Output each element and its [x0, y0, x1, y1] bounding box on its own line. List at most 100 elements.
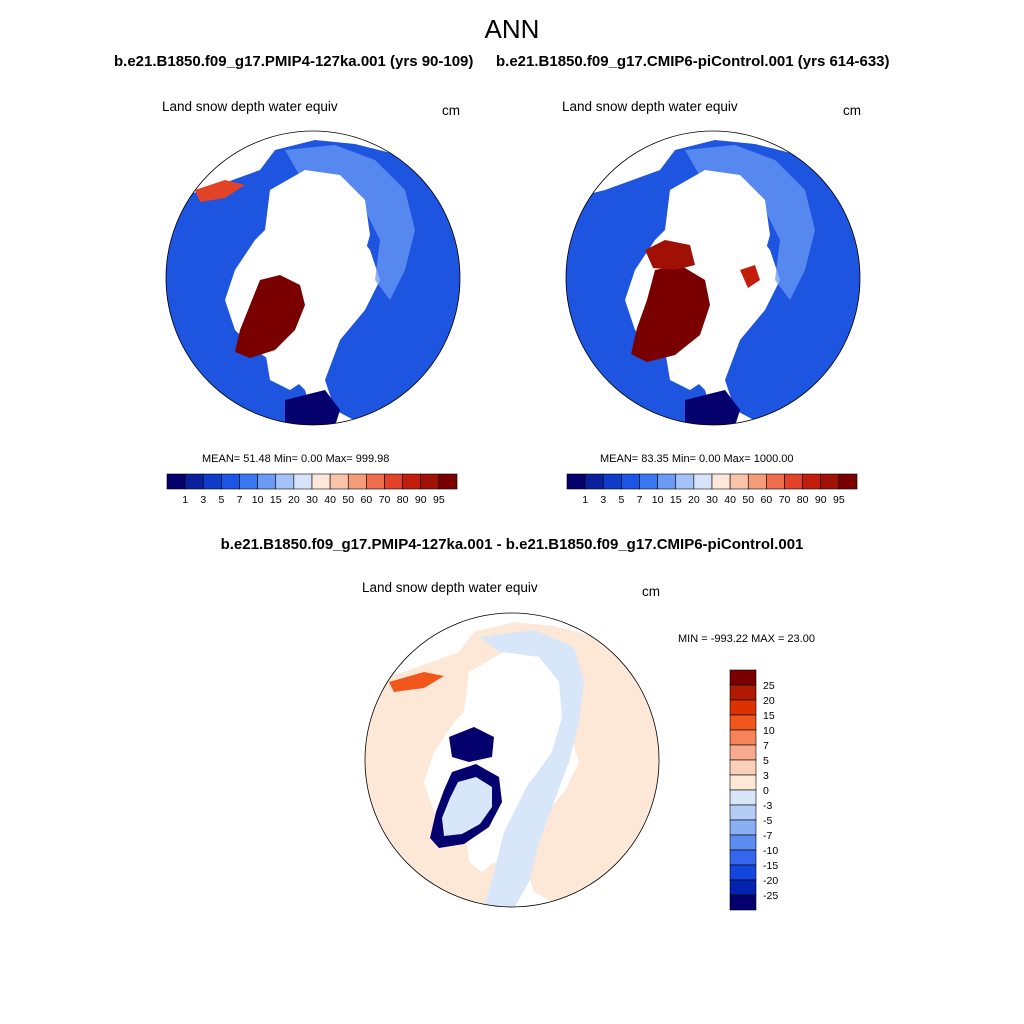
colorbar-tick-label: 3: [600, 494, 606, 506]
panel-1-central-white: [265, 170, 370, 390]
panel-1-siberia-edge-red: [195, 180, 245, 202]
colorbar-tick-label: 60: [761, 494, 773, 506]
colorbar-box: [293, 473, 313, 490]
colorbar-box: [257, 473, 277, 490]
colorbar-box: [384, 473, 403, 490]
colorbar-tick-label: 40: [324, 494, 336, 506]
colorbar-box: [202, 473, 222, 490]
colorbar-tick-label: 7: [237, 494, 243, 506]
panel-2-polar-map: [565, 130, 861, 426]
colorbar-box: [729, 849, 757, 866]
colorbar-tick-label: 0: [763, 785, 769, 797]
panel-2-map-border: [565, 130, 861, 426]
colorbar-box: [802, 473, 822, 490]
panel-1-polar-map: [165, 130, 461, 426]
colorbar-tick-label: -3: [763, 800, 772, 812]
colorbar-box: [584, 473, 604, 490]
colorbar-box: [693, 473, 713, 490]
colorbar-tick-label: 3: [200, 494, 206, 506]
colorbar-box: [639, 473, 658, 490]
colorbar-box: [729, 894, 757, 911]
colorbar-tick-label: 10: [652, 494, 664, 506]
difference-arctic-negative: [449, 727, 494, 762]
colorbar-tick-label: 10: [252, 494, 264, 506]
panel-2-variable-label: Land snow depth water equiv: [562, 99, 738, 114]
colorbar-tick-label: 80: [797, 494, 809, 506]
colorbar-tick-label: -25: [763, 890, 778, 902]
panel-1-variable-label: Land snow depth water equiv: [162, 99, 338, 114]
colorbar-tick-label: -7: [763, 830, 772, 842]
difference-stats: MIN = -993.22 MAX = 23.00: [678, 633, 815, 645]
colorbar-box: [729, 819, 757, 836]
panel-2-arctic-islands-ice: [645, 240, 695, 270]
difference-colorbar: 25 20 15 10 7 5 3 0 -3 -5 -7 -10 -15 -20 -25: [729, 669, 778, 911]
panel-1-map-border: [165, 130, 461, 426]
colorbar-box: [657, 473, 677, 490]
colorbar-tick-label: -15: [763, 860, 778, 872]
colorbar-box: [366, 473, 385, 490]
colorbar-tick-label: 95: [433, 494, 445, 506]
colorbar-box: [184, 473, 204, 490]
colorbar-tick-label: 80: [397, 494, 409, 506]
colorbar-box: [675, 473, 695, 490]
colorbar-tick-label: 7: [763, 740, 769, 752]
panel-2-stats: MEAN= 83.35 Min= 0.00 Max= 1000.00: [600, 453, 794, 465]
panel-1-bottom-deep: [285, 390, 340, 425]
colorbar-box: [766, 473, 785, 490]
colorbar-tick-label: 15: [763, 710, 775, 722]
colorbar-box: [784, 473, 803, 490]
colorbar-box: [747, 473, 767, 490]
colorbar-box: [621, 473, 640, 490]
colorbar-box: [166, 473, 186, 490]
colorbar-tick-label: 15: [270, 494, 282, 506]
colorbar-tick-label: 95: [833, 494, 845, 506]
panel-2-units-label: cm: [843, 103, 861, 118]
difference-greenland-inner: [442, 777, 492, 836]
colorbar-tick-label: 7: [637, 494, 643, 506]
colorbar-box: [729, 864, 757, 881]
colorbar-box: [820, 473, 840, 490]
panel-2-run-title: b.e21.B1850.f09_g17.CMIP6-piControl.001 …: [496, 53, 890, 70]
colorbar-box: [729, 759, 757, 776]
colorbar-tick-label: 40: [724, 494, 736, 506]
colorbar-box: [729, 744, 757, 761]
colorbar-tick-label: 30: [306, 494, 318, 506]
colorbar-tick-label: 90: [415, 494, 427, 506]
colorbar-box: [729, 789, 757, 806]
colorbar-tick-label: 1: [182, 494, 188, 506]
colorbar-box: [438, 473, 458, 490]
colorbar-box: [729, 879, 757, 896]
colorbar-tick-label: 5: [618, 494, 624, 506]
colorbar-box: [420, 473, 440, 490]
colorbar-box: [729, 714, 757, 731]
colorbar-tick-label: 30: [706, 494, 718, 506]
difference-units-label: cm: [642, 584, 660, 599]
colorbar-tick-label: -20: [763, 875, 778, 887]
colorbar-tick-label: 70: [779, 494, 791, 506]
colorbar-box: [275, 473, 295, 490]
colorbar-box: [729, 473, 749, 490]
colorbar-tick-label: 70: [379, 494, 391, 506]
colorbar-box: [729, 729, 757, 746]
colorbar-tick-label: 25: [763, 680, 775, 692]
difference-variable-label: Land snow depth water equiv: [362, 580, 538, 595]
colorbar-box: [729, 804, 757, 821]
panel-1-greenland-ice: [235, 275, 305, 358]
colorbar-box: [329, 473, 349, 490]
colorbar-tick-label: 10: [763, 725, 775, 737]
difference-siberia-positive: [389, 672, 444, 692]
panel-2-bottom-deep: [685, 390, 740, 425]
difference-map-border: [364, 612, 660, 908]
colorbar-box: [566, 473, 586, 490]
panel-1-run-title: b.e21.B1850.f09_g17.PMIP4-127ka.001 (yrs…: [114, 53, 474, 70]
colorbar-tick-label: 50: [342, 494, 354, 506]
colorbar-box: [729, 699, 757, 716]
difference-polar-map: [364, 612, 660, 908]
colorbar-tick-label: 3: [763, 770, 769, 782]
colorbar-box: [311, 473, 331, 490]
colorbar-box: [602, 473, 622, 490]
panel-1-units-label: cm: [442, 103, 460, 118]
panel-2-greenland-ice: [631, 265, 710, 362]
colorbar-box: [729, 684, 757, 701]
colorbar-box: [838, 473, 858, 490]
